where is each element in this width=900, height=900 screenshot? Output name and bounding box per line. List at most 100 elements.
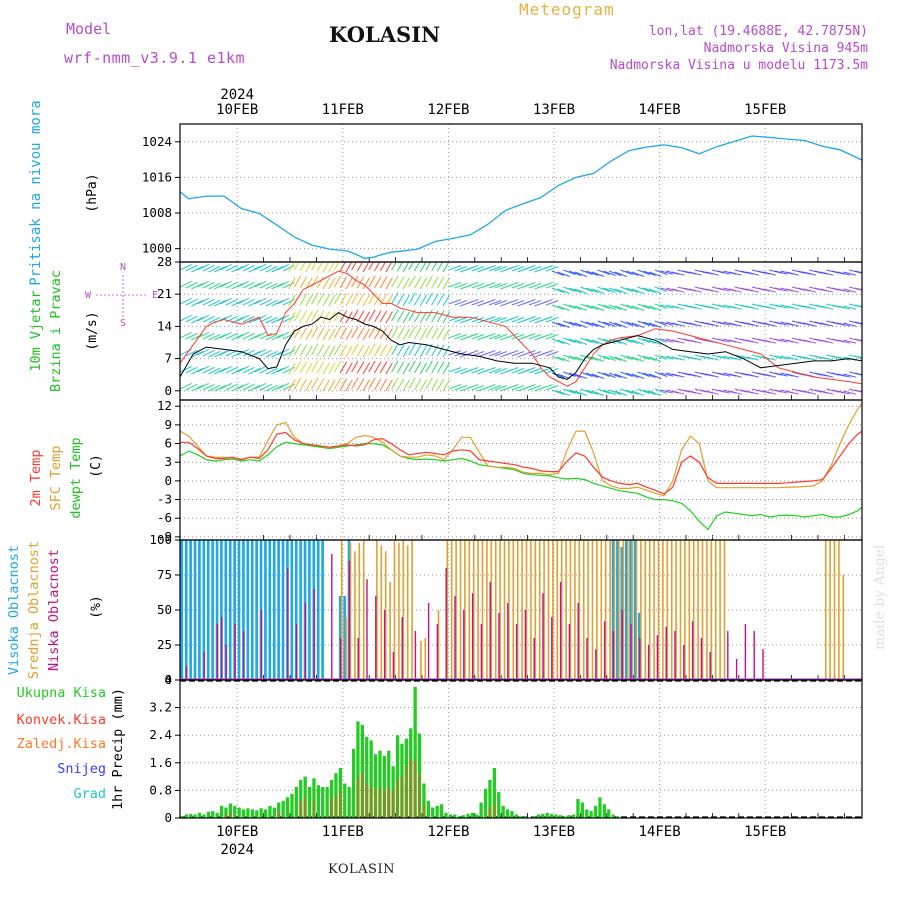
total-precip-bar [453,814,457,818]
wind-barb [419,277,428,290]
wind-barb [442,362,451,375]
wind-barb [843,373,857,378]
low-cloud-bar [498,612,500,680]
y-tick-label: -3 [157,492,172,507]
wind-barb [391,262,397,271]
wind-barb [465,265,479,271]
total-precip-bar [585,809,589,818]
wind-barb [585,321,599,327]
wind-barb [202,383,215,391]
mid-cloud-bar [684,540,686,680]
mid-cloud-bar [472,540,475,680]
wind-barb [311,262,317,271]
wind-barb [185,264,198,272]
wind-barb [523,316,536,322]
high-cloud-bar [246,540,250,680]
wind-barb [351,262,357,271]
low-cloud-bar [225,645,227,680]
wind-barb [603,355,616,361]
wind-barb [185,383,198,391]
wind-barb [631,339,645,345]
wind-barb [523,333,536,339]
wind-barb [385,294,393,307]
convective-precip-bar [422,804,425,818]
wind-barb [265,299,278,307]
wind-barb [402,345,410,358]
wind-barb [214,282,227,290]
high-cloud-bar [321,540,324,680]
high-cloud-bar [611,540,615,680]
mid-cloud-bar [626,540,629,680]
wind-barb [654,371,668,377]
wind-barb [843,271,857,276]
wind-barb [231,350,244,358]
wind-barb [339,361,348,374]
total-precip-bar [492,768,496,818]
high-cloud-bar [220,540,223,680]
dewpt-line [179,441,863,531]
wind-barb [271,367,284,375]
total-precip-bar [567,815,571,818]
wind-barb [774,338,788,343]
convective-precip-bar [229,812,232,818]
wind-barb [231,299,244,307]
wind-barb [488,317,502,323]
low-cloud-bar [295,624,298,680]
low-cloud-bar [515,624,518,680]
wind-barb [254,348,267,356]
mid-cloud-bar [455,540,457,680]
wind-barb [465,367,479,373]
wind-barb [311,343,319,356]
wind-barb [236,280,250,288]
wind-barb [185,332,198,340]
wind-barb [299,378,308,391]
total-precip-bar [316,785,320,818]
wind-barb [436,378,445,391]
total-precip-bar [272,807,276,818]
wind-barb [820,271,834,276]
wind-barb [236,365,250,373]
wind-dir-east: E [152,290,158,301]
y-tick-label: 3.2 [149,700,172,715]
wind-barb [231,282,244,290]
wind-barb [568,355,582,361]
high-cloud-bar [198,540,201,680]
wind-barb [631,322,645,328]
bottom-date-label: 12FEB [427,824,469,840]
wind-barb [545,266,559,272]
wind-barb [259,349,273,357]
wind-barb [786,339,800,344]
total-precip-bar [343,783,347,818]
wind-barb [419,345,428,358]
wind-barb [431,361,439,374]
wind-barb [568,304,582,310]
wind-barb [786,390,800,395]
wind-barb [637,337,650,343]
wind-barb [191,282,204,290]
wind-barb [391,326,399,339]
convective-precip-bar [365,783,368,818]
wind-barb [208,384,221,392]
wind-barb [654,269,668,275]
wind-barb [654,354,668,360]
wind-gust-line [179,270,863,387]
wind-barb [528,368,542,374]
wind-barb [648,322,662,328]
wind-barb [728,288,742,293]
wind-barb [660,270,674,275]
wind-barb [442,277,451,290]
wind-barb [362,362,370,375]
wind-barb [345,294,353,307]
temperature-axis-unit: (C) [89,454,104,477]
wind-axis-unit: (m/s) [85,311,100,350]
wind-barb [483,367,496,373]
wind-barb [511,334,525,340]
total-precip-bar [312,778,316,818]
wind-barb [191,384,204,392]
low-cloud-bar [595,649,597,680]
wind-barb [591,271,605,277]
wind-barb [585,372,599,378]
mid-cloud-bar [411,540,413,680]
mid-cloud-bar [358,542,361,680]
